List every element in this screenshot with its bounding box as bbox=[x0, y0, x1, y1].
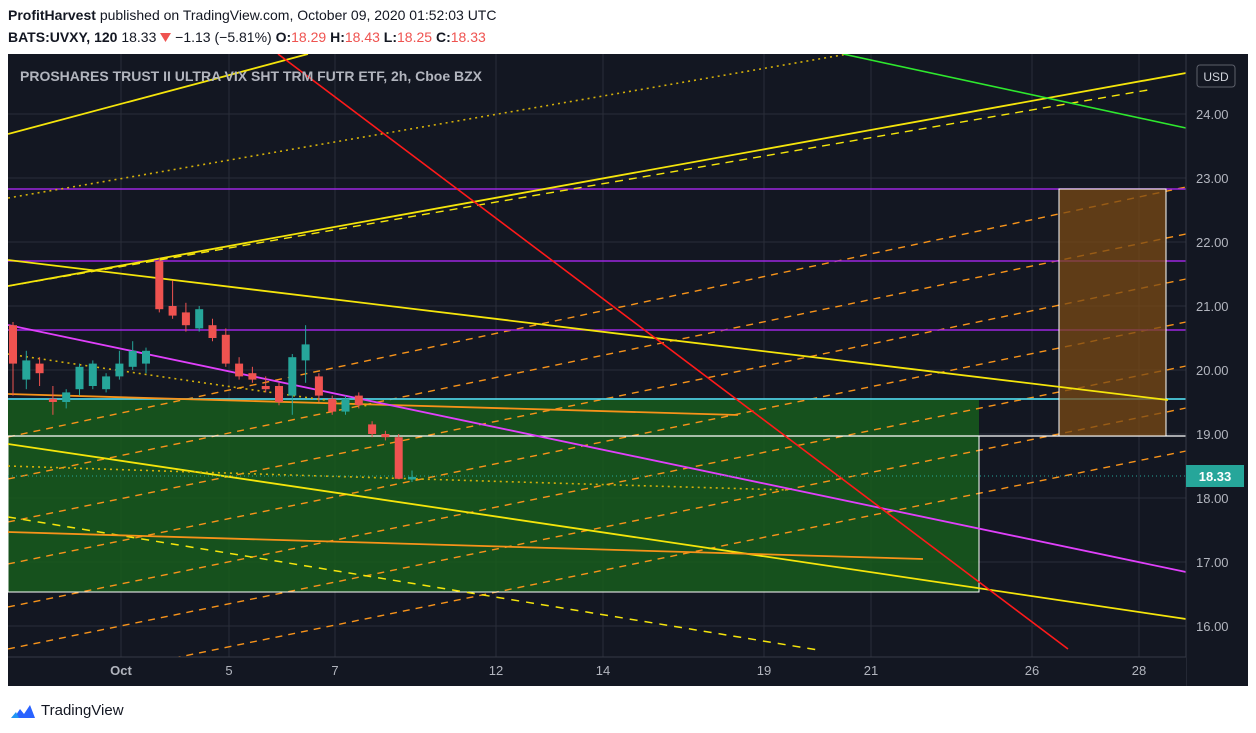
candle-body[interactable] bbox=[341, 398, 350, 412]
time-tick-label: 14 bbox=[596, 663, 610, 678]
candle-body[interactable] bbox=[115, 363, 124, 377]
time-tick-label: 5 bbox=[225, 663, 232, 678]
chart-header: ProfitHarvest published on TradingView.c… bbox=[0, 0, 1256, 52]
high-label: H: bbox=[330, 29, 345, 45]
candle-body[interactable] bbox=[155, 261, 164, 310]
candle-body[interactable] bbox=[314, 376, 323, 396]
candle-body[interactable] bbox=[9, 325, 17, 364]
price-tick-label: 20.00 bbox=[1196, 363, 1229, 378]
candle-body[interactable] bbox=[288, 357, 297, 396]
price-axis-panel[interactable] bbox=[1186, 54, 1248, 686]
candle-body[interactable] bbox=[168, 306, 177, 316]
symbol-label: BATS:UVXY, 120 bbox=[8, 29, 118, 45]
currency-label: USD bbox=[1203, 70, 1229, 84]
last-price: 18.33 bbox=[121, 29, 157, 45]
time-tick-label: 28 bbox=[1132, 663, 1146, 678]
candle-body[interactable] bbox=[221, 334, 230, 364]
candle-body[interactable] bbox=[394, 437, 403, 479]
candle-body[interactable] bbox=[275, 386, 283, 402]
price-axis-ticks: 24.00 23.00 22.00 21.00 20.00 19.00 18.00 17.00… bbox=[1196, 107, 1229, 634]
ohlc-line: BATS:UVXY, 120 18.33 −1.13 (−5.81%) O:18… bbox=[8, 29, 486, 45]
price-tick-label: 21.00 bbox=[1196, 299, 1229, 314]
candle-body[interactable] bbox=[75, 366, 84, 390]
target-box[interactable] bbox=[1058, 188, 1167, 437]
price-change: −1.13 (−5.81%) bbox=[175, 29, 272, 45]
time-tick-label: 7 bbox=[331, 663, 338, 678]
green-zone-box[interactable] bbox=[8, 400, 979, 592]
green-trend-line[interactable] bbox=[842, 54, 1187, 129]
candle-body[interactable] bbox=[261, 386, 270, 390]
chart-footer: TradingView bbox=[0, 686, 1256, 733]
low-label: L: bbox=[383, 29, 398, 45]
candle-body[interactable] bbox=[48, 398, 57, 402]
tradingview-cloud-icon bbox=[11, 704, 35, 718]
candle-body[interactable] bbox=[301, 344, 310, 361]
yellow-upper-channel[interactable] bbox=[8, 54, 1187, 287]
last-price-tag bbox=[1186, 465, 1244, 487]
price-tick-label: 16.00 bbox=[1196, 619, 1229, 634]
candle-body[interactable] bbox=[354, 395, 363, 406]
price-tick-label: 24.00 bbox=[1196, 107, 1229, 122]
time-tick-label: 26 bbox=[1025, 663, 1039, 678]
published-text: published on TradingView.com, October 09… bbox=[99, 7, 497, 23]
publish-line: ProfitHarvest published on TradingView.c… bbox=[8, 7, 496, 23]
green-box-outline bbox=[8, 435, 980, 593]
dotted-yellow-upper-curve[interactable] bbox=[8, 353, 369, 407]
candle-body[interactable] bbox=[408, 476, 416, 480]
open-label: O: bbox=[275, 29, 292, 45]
tradingview-logo[interactable]: TradingView bbox=[10, 702, 124, 719]
magenta-trend-line[interactable] bbox=[8, 324, 1187, 573]
candle-body[interactable] bbox=[62, 392, 71, 402]
candles-layer bbox=[9, 258, 416, 482]
last-price-tag-label: 18.33 bbox=[1199, 469, 1232, 484]
currency-button[interactable] bbox=[1196, 64, 1236, 88]
price-chart[interactable]: 24.00 23.00 22.00 21.00 20.00 19.00 18.00 17.00… bbox=[8, 54, 1248, 686]
chart-title: PROSHARES TRUST II ULTRA VIX SHT TRM FUT… bbox=[20, 68, 483, 84]
time-tick-label: 19 bbox=[757, 663, 771, 678]
candle-body[interactable] bbox=[328, 398, 337, 412]
candle-body[interactable] bbox=[195, 309, 204, 329]
high-value: 18.43 bbox=[344, 29, 380, 45]
candle-body[interactable] bbox=[208, 325, 217, 338]
price-tick-label: 18.00 bbox=[1196, 491, 1229, 506]
low-value: 18.25 bbox=[397, 29, 433, 45]
orange-channel-lines[interactable] bbox=[8, 186, 1187, 686]
price-tick-label: 17.00 bbox=[1196, 555, 1229, 570]
candle-body[interactable] bbox=[181, 312, 190, 326]
candle-body[interactable] bbox=[35, 363, 44, 374]
candle-body[interactable] bbox=[102, 376, 111, 390]
publisher-name[interactable]: ProfitHarvest bbox=[8, 7, 96, 23]
candle-body[interactable] bbox=[381, 434, 390, 438]
dotted-yellow-line[interactable] bbox=[8, 54, 849, 199]
candle-body[interactable] bbox=[235, 363, 244, 377]
red-trend-line[interactable] bbox=[277, 54, 1069, 650]
time-tick-label: Oct bbox=[110, 663, 132, 678]
tradingview-brand: TradingView bbox=[41, 702, 124, 719]
close-value: 18.33 bbox=[450, 29, 486, 45]
price-tick-label: 23.00 bbox=[1196, 171, 1229, 186]
time-tick-label: 21 bbox=[864, 663, 878, 678]
triangle-down-icon bbox=[160, 33, 172, 42]
time-axis-panel[interactable] bbox=[8, 657, 1186, 686]
candle-body[interactable] bbox=[368, 424, 377, 434]
price-tick-label: 22.00 bbox=[1196, 235, 1229, 250]
open-value: 18.29 bbox=[291, 29, 327, 45]
time-axis-ticks: Oct 5 7 12 14 19 21 26 28 bbox=[110, 663, 1146, 678]
time-tick-label: 12 bbox=[489, 663, 503, 678]
candle-body[interactable] bbox=[248, 373, 257, 380]
orange-trend-lines[interactable] bbox=[8, 393, 924, 560]
candle-body[interactable] bbox=[22, 360, 31, 380]
candle-body[interactable] bbox=[142, 350, 150, 364]
close-label: C: bbox=[435, 29, 451, 45]
candle-body[interactable] bbox=[88, 363, 97, 386]
purple-levels[interactable] bbox=[8, 188, 1186, 331]
drawings-layer bbox=[8, 54, 1187, 686]
candle-body[interactable] bbox=[128, 350, 137, 367]
price-tick-label: 19.00 bbox=[1196, 427, 1229, 442]
